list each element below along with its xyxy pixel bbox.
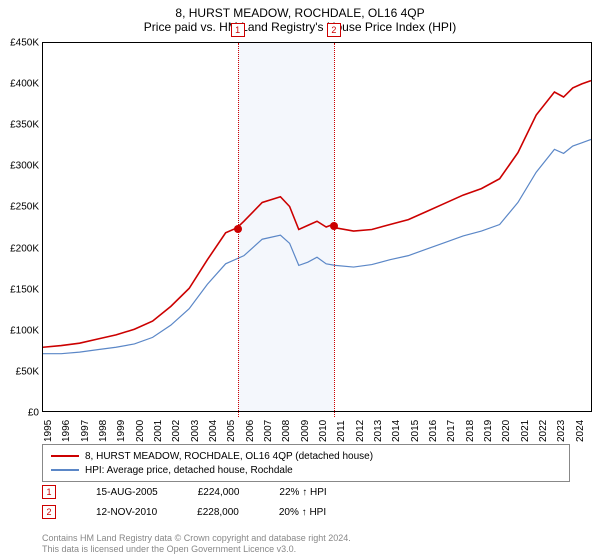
marker-date: 12-NOV-2010 xyxy=(96,507,157,518)
y-tick-label: £400K xyxy=(3,79,39,90)
x-tick-label: 2020 xyxy=(501,420,512,442)
marker-box-icon: 2 xyxy=(327,23,341,37)
x-tick-label: 2016 xyxy=(428,420,439,442)
x-tick-label: 2023 xyxy=(556,420,567,442)
x-tick-label: 1995 xyxy=(43,420,54,442)
marker-vline xyxy=(334,43,335,417)
x-tick-label: 2012 xyxy=(355,420,366,442)
x-tick-label: 2019 xyxy=(483,420,494,442)
x-tick-label: 2006 xyxy=(245,420,256,442)
legend-label: 8, HURST MEADOW, ROCHDALE, OL16 4QP (det… xyxy=(85,451,373,462)
x-tick-label: 2013 xyxy=(373,420,384,442)
legend-row: HPI: Average price, detached house, Roch… xyxy=(51,463,561,477)
x-tick-label: 2022 xyxy=(538,420,549,442)
x-tick-label: 2008 xyxy=(281,420,292,442)
legend-label: HPI: Average price, detached house, Roch… xyxy=(85,465,293,476)
chart-svg xyxy=(43,43,591,411)
x-tick-label: 2001 xyxy=(153,420,164,442)
marker-box-icon: 1 xyxy=(42,485,56,499)
x-tick-label: 2014 xyxy=(391,420,402,442)
marker-dot-icon xyxy=(234,225,242,233)
y-tick-label: £450K xyxy=(3,38,39,49)
marker-row: 2 12-NOV-2010 £228,000 20% ↑ HPI xyxy=(42,502,327,522)
marker-pct: 22% ↑ HPI xyxy=(279,487,326,498)
x-tick-label: 2010 xyxy=(318,420,329,442)
x-tick-label: 2021 xyxy=(520,420,531,442)
x-tick-label: 2007 xyxy=(263,420,274,442)
x-tick-label: 2000 xyxy=(135,420,146,442)
y-tick-label: £100K xyxy=(3,325,39,336)
y-tick-label: £50K xyxy=(3,366,39,377)
x-tick-label: 2018 xyxy=(465,420,476,442)
x-tick-label: 1997 xyxy=(80,420,91,442)
x-tick-label: 1998 xyxy=(98,420,109,442)
x-tick-label: 1999 xyxy=(116,420,127,442)
marker-row: 1 15-AUG-2005 £224,000 22% ↑ HPI xyxy=(42,482,327,502)
marker-pct: 20% ↑ HPI xyxy=(279,507,326,518)
footer-note: Contains HM Land Registry data © Crown c… xyxy=(42,533,351,556)
legend: 8, HURST MEADOW, ROCHDALE, OL16 4QP (det… xyxy=(42,444,570,482)
x-tick-label: 2004 xyxy=(208,420,219,442)
marker-date: 15-AUG-2005 xyxy=(96,487,158,498)
y-tick-label: £0 xyxy=(3,408,39,419)
x-tick-label: 2011 xyxy=(336,420,347,442)
page-title: 8, HURST MEADOW, ROCHDALE, OL16 4QP xyxy=(0,0,600,20)
x-tick-label: 2024 xyxy=(575,420,586,442)
y-tick-label: £250K xyxy=(3,202,39,213)
x-tick-label: 2009 xyxy=(300,420,311,442)
y-tick-label: £350K xyxy=(3,120,39,131)
marker-box-icon: 2 xyxy=(42,505,56,519)
x-tick-label: 2005 xyxy=(226,420,237,442)
x-tick-label: 2002 xyxy=(171,420,182,442)
footer-line: This data is licensed under the Open Gov… xyxy=(42,544,351,556)
legend-swatch xyxy=(51,455,79,457)
marker-dot-icon xyxy=(330,222,338,230)
price-chart: £0£50K£100K£150K£200K£250K£300K£350K£400… xyxy=(42,42,592,412)
legend-row: 8, HURST MEADOW, ROCHDALE, OL16 4QP (det… xyxy=(51,449,561,463)
x-tick-label: 1996 xyxy=(61,420,72,442)
marker-box-icon: 1 xyxy=(231,23,245,37)
page-subtitle: Price paid vs. HM Land Registry's House … xyxy=(0,20,600,42)
marker-price: £224,000 xyxy=(198,487,240,498)
y-tick-label: £150K xyxy=(3,284,39,295)
legend-swatch xyxy=(51,469,79,471)
x-tick-label: 2017 xyxy=(446,420,457,442)
y-tick-label: £300K xyxy=(3,161,39,172)
marker-price: £228,000 xyxy=(197,507,239,518)
markers-table: 1 15-AUG-2005 £224,000 22% ↑ HPI 2 12-NO… xyxy=(42,482,327,522)
x-tick-label: 2015 xyxy=(410,420,421,442)
y-tick-label: £200K xyxy=(3,243,39,254)
series-line xyxy=(43,139,591,353)
footer-line: Contains HM Land Registry data © Crown c… xyxy=(42,533,351,545)
x-tick-label: 2003 xyxy=(190,420,201,442)
